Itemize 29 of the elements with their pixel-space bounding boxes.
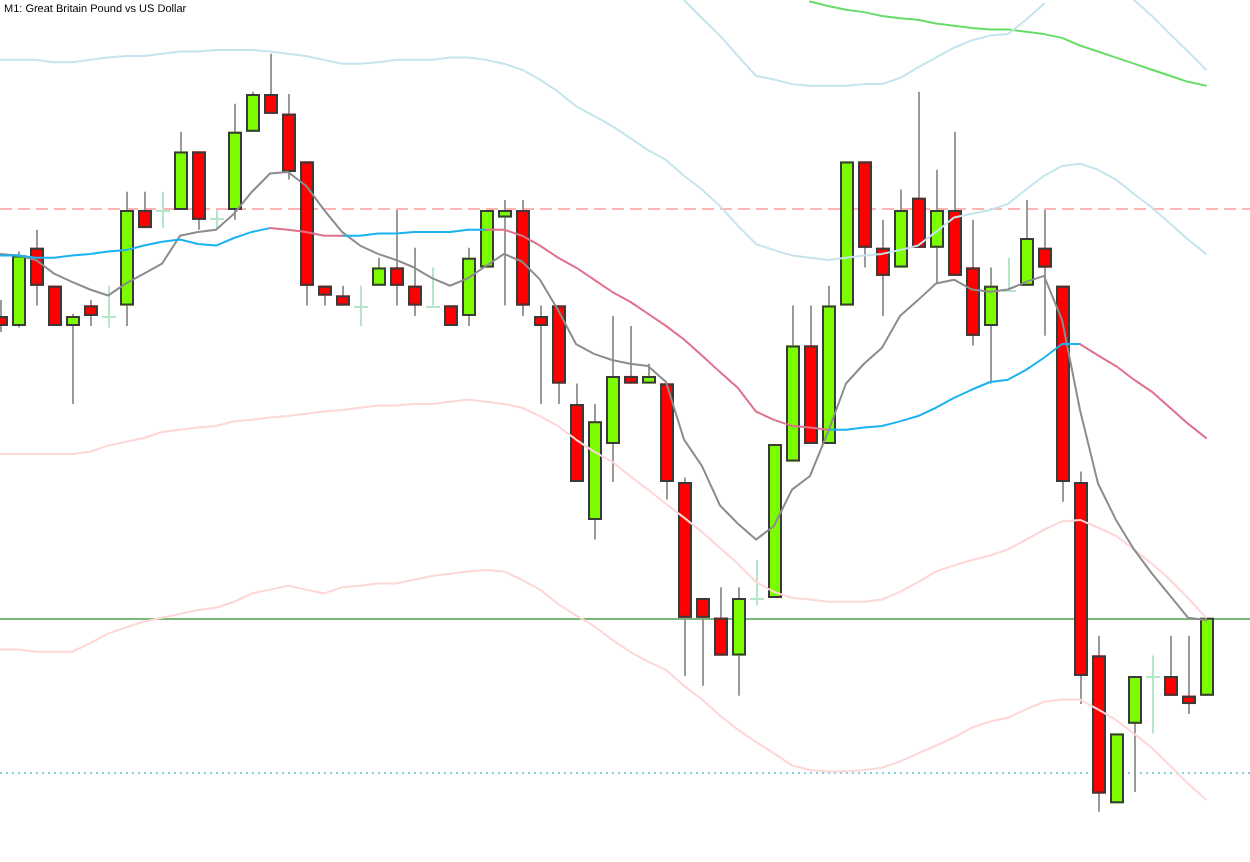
candlestick — [372, 256, 386, 287]
candlestick — [1020, 199, 1034, 287]
candlestick — [101, 284, 117, 329]
candlestick — [534, 304, 548, 405]
candlestick — [1182, 634, 1196, 715]
candlestick — [30, 228, 44, 307]
candlestick — [66, 312, 80, 405]
candlestick — [930, 168, 944, 285]
candlestick — [390, 208, 404, 307]
candlestick — [1145, 654, 1161, 735]
candlestick — [984, 266, 998, 385]
candlestick — [209, 208, 225, 230]
candlestick — [876, 218, 890, 318]
candlestick — [696, 596, 710, 687]
candlestick — [1164, 634, 1178, 697]
candlestick — [498, 199, 512, 307]
candlestick — [749, 559, 765, 607]
candlestick — [155, 190, 171, 230]
candlestick — [84, 299, 98, 327]
candlestick — [624, 324, 638, 385]
candlestick — [408, 246, 422, 318]
candlestick — [353, 284, 369, 327]
candlestick — [714, 586, 728, 657]
candlestick — [425, 266, 441, 308]
candlestick — [246, 90, 260, 133]
candlestick — [138, 190, 152, 230]
candlestick — [1128, 675, 1142, 793]
candlestick — [1038, 208, 1052, 337]
candlestick — [264, 52, 278, 115]
